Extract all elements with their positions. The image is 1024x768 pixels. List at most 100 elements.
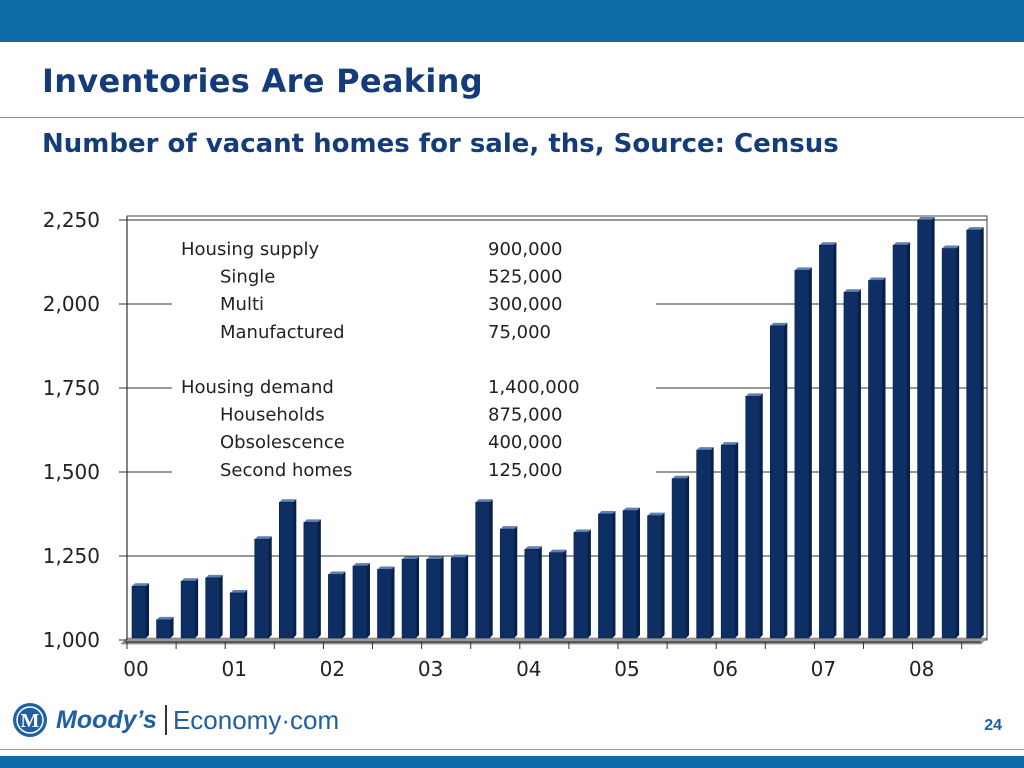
logo-economy-text: Economy·com xyxy=(172,704,340,735)
annotation-value: 400,000 xyxy=(488,432,562,453)
bar xyxy=(794,267,812,639)
bar-face xyxy=(745,396,761,639)
bar-top xyxy=(819,242,837,246)
bar-side xyxy=(956,245,960,638)
bar-face xyxy=(254,538,270,639)
bar-side xyxy=(317,519,321,638)
bar-top xyxy=(942,245,960,249)
bar-top xyxy=(794,267,812,271)
bar-side xyxy=(416,556,420,638)
bar xyxy=(819,242,837,639)
bar-side xyxy=(710,447,714,638)
annotation-label: Single xyxy=(220,267,275,288)
bar-side xyxy=(219,574,223,638)
bar-side xyxy=(661,512,665,638)
bar-face xyxy=(156,619,171,639)
bar-top xyxy=(426,556,444,560)
bar-top xyxy=(893,242,911,246)
bar-top xyxy=(524,546,542,550)
bar xyxy=(303,519,321,639)
bar-top xyxy=(451,554,469,558)
bar-face xyxy=(450,557,466,639)
bar-side xyxy=(833,242,837,638)
annotation-label: Manufactured xyxy=(220,322,345,343)
bar-side xyxy=(342,571,346,638)
bar xyxy=(254,536,272,639)
bar xyxy=(622,507,640,639)
bar-face xyxy=(647,515,662,639)
bar-side xyxy=(195,578,199,638)
bar-face xyxy=(598,513,613,639)
annotation-value: 525,000 xyxy=(488,267,562,288)
bar-side xyxy=(244,589,248,638)
bar-face xyxy=(941,248,957,639)
y-tick-label: 2,000 xyxy=(43,292,100,316)
bar xyxy=(598,511,616,639)
bar xyxy=(401,556,420,639)
annotation-label: Obsolescence xyxy=(220,432,345,453)
supply-demand-annotation: Housing supply 900,000 Single 525,000 Multi 3… xyxy=(172,232,656,488)
bar xyxy=(328,571,346,639)
annotation-label: Housing supply xyxy=(181,239,320,260)
bar xyxy=(769,322,788,639)
logo-divider xyxy=(164,705,167,735)
bar-top xyxy=(647,512,665,516)
bar-top xyxy=(254,536,272,540)
bar-side xyxy=(759,393,763,638)
bar xyxy=(377,566,395,639)
bar-side xyxy=(980,227,984,638)
y-tick-label: 2,250 xyxy=(43,208,100,232)
bar xyxy=(450,554,469,639)
bar-face xyxy=(966,229,982,639)
bar-side xyxy=(931,217,935,638)
bar-side xyxy=(366,563,370,638)
bar-top xyxy=(181,578,199,582)
annotation-value: 900,000 xyxy=(488,239,562,260)
slide-title: Inventories Are Peaking xyxy=(42,62,483,100)
annotation-label: Second homes xyxy=(220,460,352,481)
bar-face xyxy=(819,244,834,639)
y-tick-label: 1,250 xyxy=(43,544,100,568)
bar-face xyxy=(720,444,736,639)
bar-face xyxy=(524,548,540,639)
annotation-label: Housing demand xyxy=(181,377,334,398)
footer-divider xyxy=(0,749,1024,750)
bar-face xyxy=(769,325,785,639)
y-tick-label: 1,500 xyxy=(43,460,100,484)
bar-top xyxy=(328,571,346,575)
bar xyxy=(475,499,493,639)
bottom-accent-bar xyxy=(0,756,1024,768)
bar-face xyxy=(573,532,589,639)
bar-face xyxy=(917,219,932,639)
bar-side xyxy=(293,499,297,638)
bar-side xyxy=(268,536,272,638)
bar xyxy=(426,556,444,639)
bar-face xyxy=(696,449,711,639)
bar-top xyxy=(402,556,420,560)
top-accent-bar xyxy=(0,0,1024,42)
plot-floor xyxy=(120,637,988,645)
bar-face xyxy=(843,291,859,639)
bar-side xyxy=(637,507,640,638)
bar xyxy=(868,277,886,639)
bar-face xyxy=(131,585,147,639)
bar xyxy=(917,217,935,639)
bar-side xyxy=(612,511,616,638)
bar-face xyxy=(278,501,294,639)
bar-top xyxy=(303,519,321,523)
bar xyxy=(549,549,567,639)
bar-face xyxy=(868,280,883,639)
bar-top xyxy=(279,499,297,503)
annotation-background xyxy=(172,232,656,488)
bar-top xyxy=(598,511,616,514)
annotation-value: 125,000 xyxy=(488,460,562,481)
bar xyxy=(156,616,174,639)
bar-top xyxy=(205,574,223,578)
bar-top xyxy=(500,526,518,530)
moodys-globe-icon: M xyxy=(13,703,47,737)
y-tick-label: 1,750 xyxy=(43,376,100,400)
bar-face xyxy=(794,270,810,639)
bar xyxy=(941,245,960,639)
bar-side xyxy=(391,566,395,638)
x-tick-label: 00 xyxy=(123,657,148,681)
